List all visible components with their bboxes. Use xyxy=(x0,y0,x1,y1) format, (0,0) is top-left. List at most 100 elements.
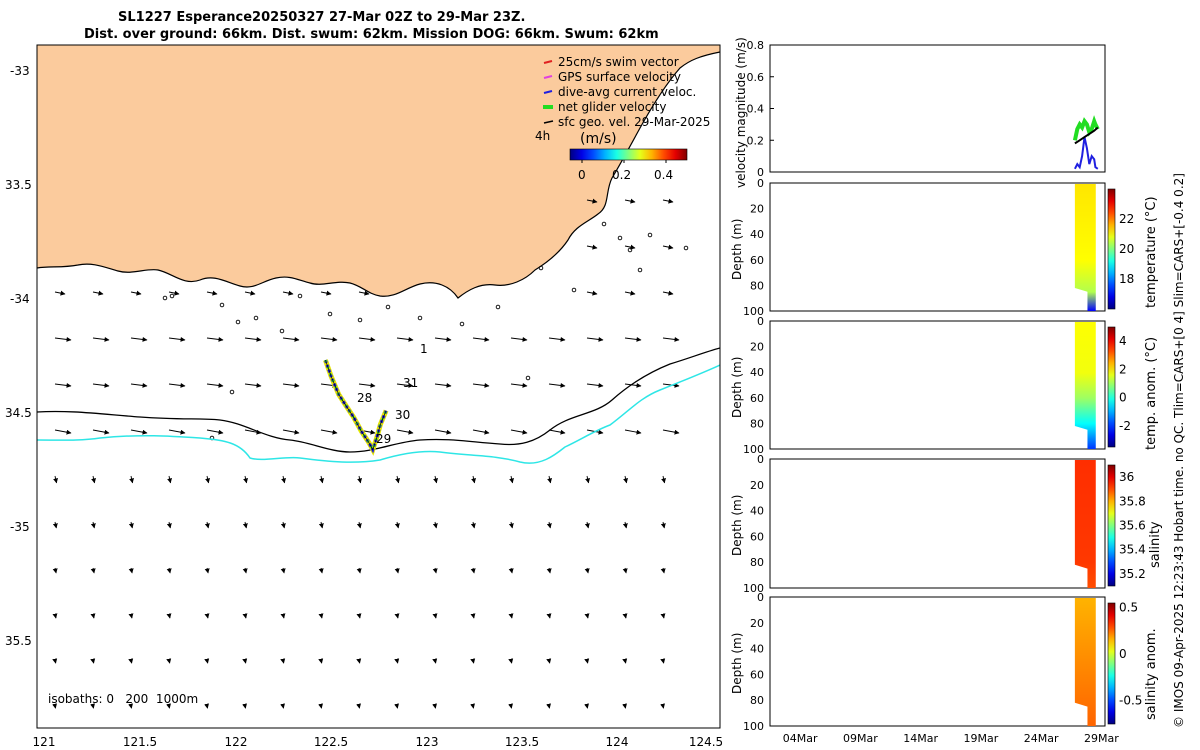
velocity-y-tick: 0.2 xyxy=(747,134,765,147)
depth-y-tick: 20 xyxy=(750,203,764,216)
velocity-y-tick: 0.6 xyxy=(747,71,765,84)
island-outline xyxy=(169,293,175,299)
depth-y-tick: 60 xyxy=(750,254,764,267)
surface-velocity-vectors xyxy=(52,198,680,709)
velocity-arrow xyxy=(204,703,209,709)
velocity-arrow xyxy=(584,567,590,574)
velocity-arrow xyxy=(508,521,514,529)
colorbar-tick: 0.5 xyxy=(1119,601,1138,615)
date-x-tick: 14Mar xyxy=(903,732,938,745)
velocity-arrow xyxy=(90,613,96,619)
depth-y-tick: 40 xyxy=(750,366,764,379)
legend-sfc-geo-vel: sfc geo. vel. 29-Mar-2025 xyxy=(558,115,710,129)
velocity-arrow xyxy=(91,475,96,484)
velocity-arrow xyxy=(432,567,438,574)
velocity-arrow xyxy=(166,703,171,709)
velocity-arrow xyxy=(356,658,362,664)
velocity-arrow xyxy=(548,336,566,342)
velocity-arrow xyxy=(280,521,286,529)
map-y-tick: -35 xyxy=(10,520,30,534)
velocity-arrow xyxy=(320,290,332,296)
colorbar-tick: 22 xyxy=(1119,212,1134,226)
velocity-arrow xyxy=(128,658,134,664)
track-label-day-31: 31 xyxy=(403,376,418,390)
velocity-arrow xyxy=(244,336,262,342)
velocity-arrow xyxy=(470,703,475,709)
velocity-arrow xyxy=(510,382,528,388)
offshore-islands xyxy=(162,221,689,441)
velocity-arrow xyxy=(167,475,172,484)
colorbar-tick: 36 xyxy=(1119,470,1134,484)
velocity-arrow xyxy=(282,382,300,388)
velocity-arrow xyxy=(471,475,476,484)
velocity-arrow xyxy=(662,244,674,250)
map-x-tick: 121 xyxy=(33,735,56,749)
island-outline xyxy=(253,315,259,321)
depth-y-tick: 20 xyxy=(750,617,764,630)
velocity-arrow xyxy=(281,475,286,484)
colorbar-tick: 35.6 xyxy=(1119,519,1146,533)
isobath-1000m xyxy=(37,364,720,464)
title-line-2: Dist. over ground: 66km. Dist. swum: 62k… xyxy=(84,27,659,42)
velocity-arrow xyxy=(280,613,286,619)
legend-dive-avg: dive-avg current veloc. xyxy=(558,85,696,99)
velocity-arrow xyxy=(433,475,438,484)
velocity-arrow xyxy=(318,567,324,574)
island-outline xyxy=(683,245,689,251)
legend-net-glider: net glider velocity xyxy=(558,100,666,114)
island-outline xyxy=(637,267,643,273)
velocity-arrow xyxy=(660,567,666,574)
velocity-arrow xyxy=(661,475,666,484)
profile-data-block xyxy=(1074,184,1096,311)
map-x-tick: 122 xyxy=(225,735,248,749)
velocity-arrow xyxy=(168,429,186,435)
map-x-tick: 123 xyxy=(416,735,439,749)
velocity-arrow xyxy=(434,336,452,342)
velocity-arrow xyxy=(244,382,262,388)
velocity-arrow xyxy=(318,521,324,529)
island-outline xyxy=(627,247,633,253)
velocity-arrow xyxy=(584,521,590,529)
depth-panel-colorbar xyxy=(1107,464,1116,587)
velocity-series-line xyxy=(1072,115,1100,141)
velocity-arrow xyxy=(546,703,551,709)
time-series-panels: 00.20.40.60.8020406080100182022020406080… xyxy=(743,39,1146,745)
velocity-arrow xyxy=(546,521,552,529)
colorbar-tick: 20 xyxy=(1119,242,1134,256)
velocity-arrow xyxy=(320,336,338,342)
depth-panel-colorbar xyxy=(1107,602,1116,725)
legend-swatch-dive xyxy=(543,90,553,94)
salinity-cbar-label: salinity xyxy=(1148,521,1163,568)
velocity-arrow xyxy=(282,336,300,342)
velocity-arrow xyxy=(128,703,133,709)
velocity-arrow xyxy=(92,382,110,388)
island-outline xyxy=(357,317,363,323)
velocity-arrow xyxy=(548,429,566,435)
velocity-arrow xyxy=(623,475,628,484)
cbar-tick-label: 0.4 xyxy=(654,168,673,182)
velocity-arrow xyxy=(54,429,72,435)
velocity-arrow xyxy=(584,658,590,664)
velocity-arrow xyxy=(205,475,210,484)
velocity-arrow xyxy=(624,336,642,342)
velocity-arrow xyxy=(470,521,476,529)
velocity-arrow xyxy=(54,336,72,342)
legend-swim-vector: 25cm/s swim vector xyxy=(558,55,679,69)
island-outline xyxy=(538,265,544,271)
velocity-arrow xyxy=(128,521,134,529)
velocity-arrow xyxy=(394,567,400,574)
velocity-arrow xyxy=(130,290,142,296)
depth-y-tick: 20 xyxy=(750,479,764,492)
depth-y-tick: 80 xyxy=(750,417,764,430)
velocity-arrow xyxy=(166,567,172,574)
velocity-y-tick: 0.4 xyxy=(747,103,765,116)
velocity-ylabel: velocity magnitude (m/s) xyxy=(734,37,748,188)
date-x-tick: 24Mar xyxy=(1024,732,1059,745)
colorbar-tick: 0 xyxy=(1119,647,1127,661)
velocity-arrow xyxy=(510,429,528,435)
velocity-arrow xyxy=(432,703,437,709)
velocity-arrow xyxy=(90,567,96,574)
velocity-arrow xyxy=(394,658,400,664)
velocity-arrow xyxy=(318,658,324,664)
